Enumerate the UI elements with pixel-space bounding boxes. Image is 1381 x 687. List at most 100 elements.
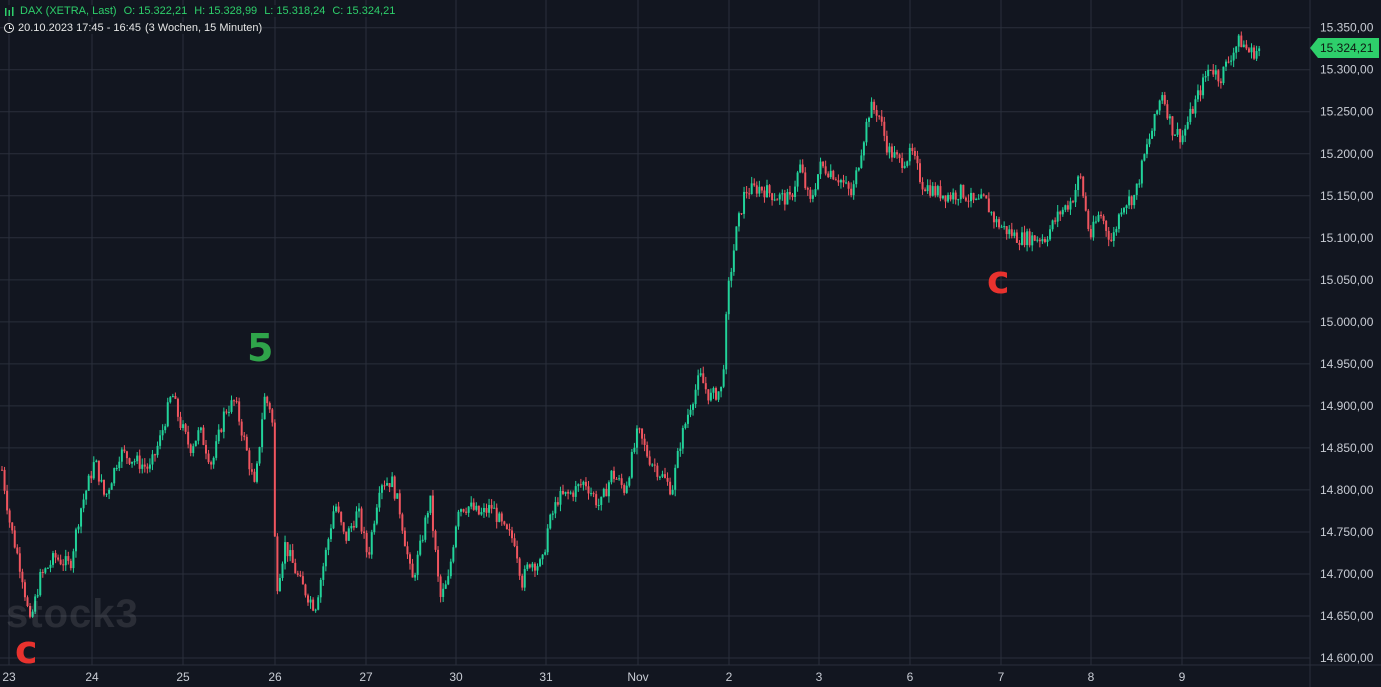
candle-body <box>508 529 511 531</box>
candle-body <box>959 184 962 200</box>
candle-body <box>934 186 937 196</box>
candle-body <box>205 444 207 454</box>
x-tick-label: 3 <box>816 670 823 684</box>
candle-body <box>1156 110 1159 115</box>
candle-body <box>273 422 276 537</box>
candle-body <box>745 191 748 194</box>
candle-body <box>268 403 271 410</box>
candle-body <box>613 470 615 479</box>
candle-body <box>225 411 228 413</box>
candle-body <box>82 499 85 509</box>
candle-body <box>108 489 111 494</box>
candle-body <box>990 212 993 214</box>
candle-body <box>462 509 465 512</box>
candle-body <box>1072 201 1074 203</box>
candle-body <box>709 392 712 401</box>
candle-body <box>1102 216 1105 221</box>
candle-body <box>329 528 332 540</box>
candle-body <box>1179 129 1182 143</box>
candle-body <box>493 507 496 509</box>
high-value: H: 15.328,99 <box>194 5 258 17</box>
candle-body <box>998 219 1001 228</box>
candle-body <box>1253 47 1256 59</box>
candle-body <box>628 477 631 486</box>
bar-chart-icon <box>5 6 14 16</box>
candle-body <box>358 508 360 512</box>
candle-body <box>1143 154 1146 161</box>
candle-body <box>505 524 508 530</box>
candle-body <box>883 121 886 136</box>
candle-body <box>80 508 83 527</box>
candle-body <box>1069 201 1072 210</box>
candle-body <box>370 532 373 555</box>
candle-body <box>3 469 6 491</box>
x-tick-label: 9 <box>1179 670 1186 684</box>
candle-body <box>939 186 942 199</box>
candle-body <box>768 185 771 194</box>
candle-body <box>212 457 215 465</box>
candle-body <box>1117 214 1120 229</box>
candle-body <box>880 116 883 122</box>
candle-body <box>90 475 93 479</box>
candle-body <box>618 478 621 480</box>
candle-body <box>434 530 437 550</box>
candle-body <box>740 213 743 215</box>
candle-body <box>597 504 600 506</box>
candle-body <box>240 421 243 436</box>
candle-body <box>878 115 881 117</box>
candle-body <box>161 430 164 436</box>
wave-label-c-left: c <box>15 628 38 672</box>
candle-body <box>1181 135 1184 143</box>
candle-body <box>817 174 819 190</box>
y-tick-label: 14.750,00 <box>1320 525 1374 539</box>
open-value: O: 15.322,21 <box>123 5 188 17</box>
candle-body <box>179 416 182 428</box>
candle-body <box>919 163 921 182</box>
candle-body <box>23 582 26 598</box>
candle-body <box>567 491 570 494</box>
candle-body <box>947 194 950 202</box>
candle-body <box>67 556 70 561</box>
candle-body <box>911 147 914 152</box>
candle-body <box>885 135 888 153</box>
candle-body <box>87 475 90 491</box>
candle-body <box>1237 35 1240 47</box>
candle-body <box>824 166 827 174</box>
candle-body <box>243 435 246 437</box>
candle-body <box>577 484 580 487</box>
candle-body <box>850 188 853 196</box>
x-tick-label: 23 <box>2 670 16 684</box>
candle-body <box>1145 144 1148 155</box>
candle-body <box>967 200 970 202</box>
candle-body <box>1100 214 1103 217</box>
candle-body <box>1161 95 1164 101</box>
candle-body <box>289 550 292 557</box>
candle-body <box>801 164 804 173</box>
candle-body <box>437 549 440 577</box>
y-tick-label: 15.100,00 <box>1320 231 1374 245</box>
candle-body <box>773 199 776 201</box>
candle-body <box>1028 231 1031 246</box>
candle-body <box>1082 176 1085 197</box>
candle-body <box>623 484 626 493</box>
candle-body <box>1186 121 1189 129</box>
candle-body <box>582 481 585 485</box>
candle-body <box>735 226 738 251</box>
low-value: L: 15.318,24 <box>264 5 326 17</box>
candle-body <box>215 441 218 458</box>
candle-body <box>449 561 452 577</box>
candle-body <box>72 551 75 569</box>
candle-body <box>697 375 700 390</box>
candle-body <box>855 170 858 185</box>
candle-body <box>164 426 167 431</box>
candle-body <box>207 453 210 463</box>
candle-body <box>194 440 197 447</box>
candle-body <box>1013 232 1016 236</box>
candle-body <box>656 465 659 477</box>
candle-body <box>291 550 294 563</box>
candle-body <box>1051 220 1054 230</box>
candle-body <box>143 464 146 467</box>
candle-body <box>829 170 832 178</box>
candle-body <box>335 506 338 512</box>
